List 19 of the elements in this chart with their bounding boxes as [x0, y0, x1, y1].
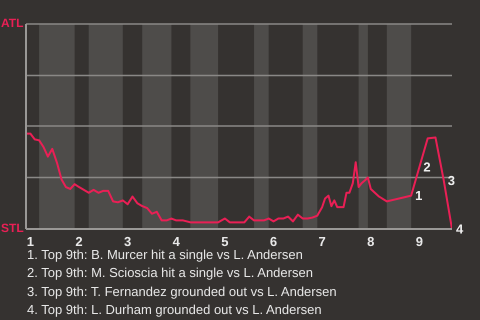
annotation: 2: [423, 160, 431, 175]
text: 4. Top 9th: L. Durham grounded out vs L. Andersen: [27, 300, 323, 319]
x-tick-label: 9: [416, 234, 424, 249]
text: 1. Top 9th: B. Murcer hit a single vs L. Andersen: [27, 247, 303, 262]
annotation: 4: [456, 222, 464, 237]
annotation: 1: [415, 188, 422, 204]
x-tick-label: 1: [26, 234, 34, 249]
text: 3. Top 9th: T. Fernandez grounded out vs L. Andersen: [27, 282, 337, 301]
text: ATL: [1, 16, 24, 31]
x-tick-label: 2: [75, 234, 83, 249]
x-tick-label: 7: [318, 234, 326, 249]
x-tick-label: 6: [270, 234, 278, 249]
x-tick-label: 4: [172, 234, 181, 249]
x-tick-label: 3: [124, 234, 132, 249]
x-tick-label: 5: [221, 234, 229, 249]
x-tick-label: 8: [367, 234, 374, 249]
text: STL: [1, 221, 24, 236]
text: 2. Top 9th: M. Scioscia hit a single vs L. Andersen: [27, 264, 314, 282]
annotation: 3: [448, 172, 455, 188]
